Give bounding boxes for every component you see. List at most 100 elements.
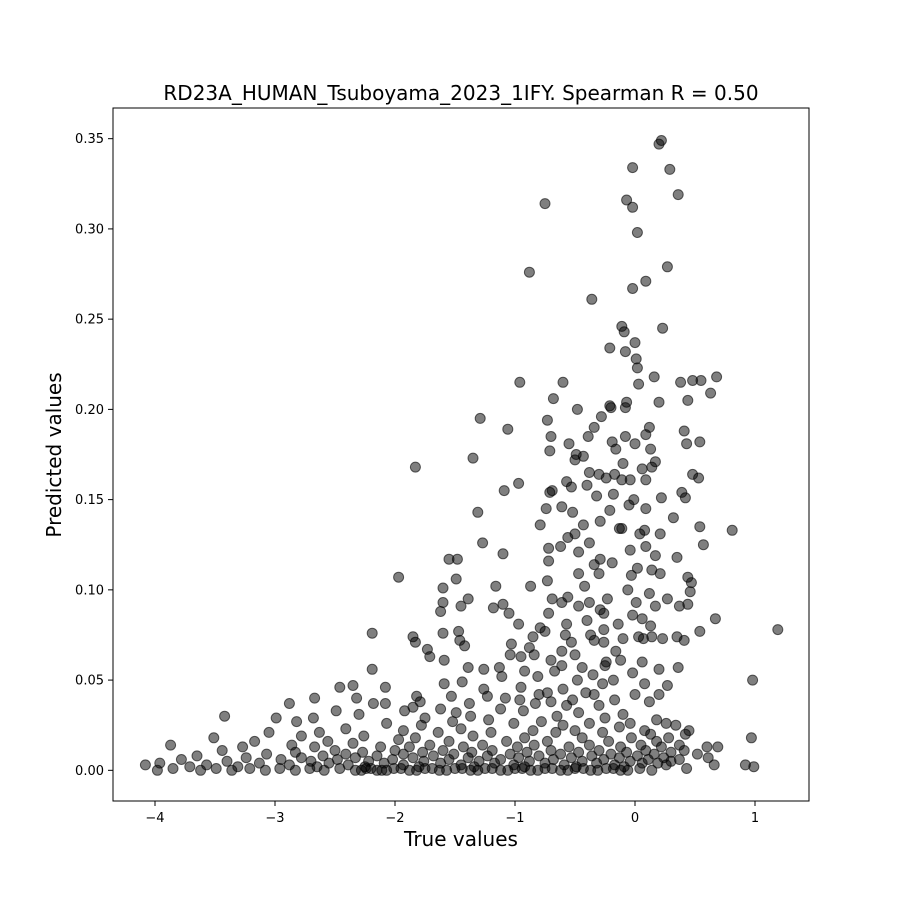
- data-point: [317, 750, 329, 762]
- data-point: [684, 586, 696, 598]
- data-point: [340, 723, 352, 735]
- data-point: [407, 752, 419, 764]
- data-point: [629, 689, 641, 700]
- data-point: [653, 689, 665, 700]
- data-point: [661, 593, 673, 605]
- data-point: [351, 692, 363, 704]
- data-point: [165, 739, 177, 751]
- data-point: [357, 746, 369, 758]
- data-point: [694, 521, 706, 533]
- data-point: [653, 663, 665, 675]
- data-point: [557, 719, 569, 731]
- data-point: [318, 764, 330, 776]
- data-point: [289, 764, 301, 776]
- data-point: [685, 577, 697, 589]
- data-point: [514, 694, 526, 706]
- data-point: [528, 739, 540, 751]
- data-point: [633, 378, 645, 390]
- data-point: [607, 488, 619, 500]
- data-point: [455, 723, 467, 735]
- data-point: [322, 735, 334, 747]
- data-point: [462, 752, 474, 764]
- data-point: [561, 699, 573, 711]
- data-point: [579, 580, 591, 592]
- data-point: [505, 638, 517, 650]
- data-point: [672, 189, 684, 201]
- data-point: [539, 625, 551, 637]
- data-point: [636, 463, 648, 475]
- data-point: [555, 541, 567, 552]
- data-point: [613, 523, 625, 534]
- data-point: [427, 750, 439, 762]
- data-point: [678, 745, 690, 756]
- data-point: [547, 393, 559, 405]
- data-point: [605, 402, 617, 414]
- data-point: [745, 732, 757, 744]
- data-point: [585, 764, 597, 776]
- data-point: [640, 541, 652, 552]
- data-point: [527, 631, 539, 643]
- y-tick-label: 0.35: [75, 132, 104, 147]
- data-point: [654, 568, 666, 580]
- data-point: [586, 293, 598, 305]
- data-point: [502, 423, 514, 435]
- data-point: [523, 266, 535, 278]
- data-point: [563, 741, 575, 753]
- data-point: [601, 593, 613, 605]
- data-point: [623, 499, 635, 511]
- data-point: [397, 725, 409, 737]
- data-point: [697, 539, 709, 551]
- data-point: [610, 645, 622, 657]
- data-point: [221, 755, 233, 767]
- data-point: [604, 504, 616, 516]
- data-point: [617, 633, 629, 645]
- data-point: [208, 732, 220, 744]
- data-point: [691, 748, 703, 760]
- data-point: [381, 717, 393, 729]
- data-point: [600, 763, 612, 774]
- data-point: [581, 479, 593, 491]
- data-point: [509, 763, 521, 774]
- data-point: [624, 544, 636, 556]
- data-point: [555, 748, 567, 760]
- data-point: [588, 559, 600, 571]
- data-point: [376, 764, 388, 776]
- data-point: [772, 624, 784, 636]
- data-point: [712, 741, 724, 753]
- data-point: [583, 537, 595, 549]
- data-point: [701, 741, 713, 753]
- x-tick-label: −1: [505, 811, 524, 826]
- data-point: [604, 342, 616, 354]
- data-point: [694, 625, 706, 637]
- data-point: [541, 735, 553, 747]
- data-point: [646, 461, 658, 473]
- data-point: [375, 741, 387, 753]
- data-point: [263, 726, 275, 738]
- data-point: [334, 763, 346, 774]
- data-point: [603, 735, 615, 747]
- data-point: [513, 477, 525, 489]
- data-point: [565, 481, 577, 493]
- data-point: [295, 752, 307, 764]
- data-point: [477, 739, 489, 751]
- y-tick-label: 0.05: [75, 674, 104, 689]
- data-point: [654, 528, 666, 540]
- data-point: [709, 613, 721, 625]
- y-axis-label: Predicted values: [42, 372, 66, 537]
- data-point: [708, 759, 720, 771]
- data-point: [167, 763, 179, 774]
- data-point: [379, 681, 391, 693]
- data-point: [649, 600, 661, 612]
- data-point: [477, 537, 489, 549]
- data-point: [513, 618, 525, 630]
- data-point: [678, 425, 690, 437]
- data-point: [639, 524, 651, 536]
- data-point: [640, 429, 652, 441]
- data-point: [514, 376, 526, 388]
- data-point: [679, 492, 691, 504]
- data-point: [397, 748, 409, 760]
- data-point: [465, 710, 477, 722]
- data-point: [545, 654, 557, 666]
- data-point: [487, 602, 499, 614]
- data-point: [349, 752, 361, 764]
